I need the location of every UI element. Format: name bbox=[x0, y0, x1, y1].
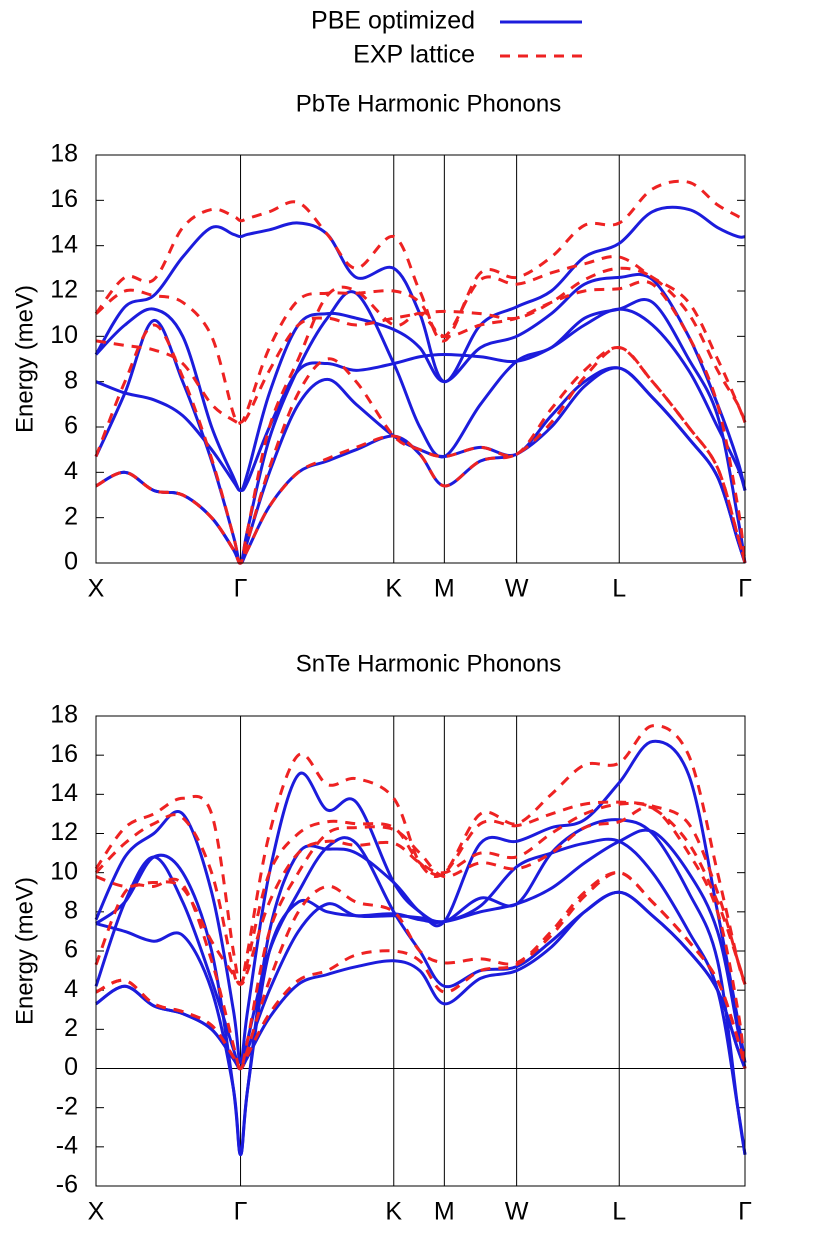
y-tick-label: 10 bbox=[50, 857, 78, 885]
y-tick-label: 2 bbox=[64, 1014, 78, 1042]
x-tick-label: L bbox=[612, 575, 626, 603]
x-tick-label: X bbox=[88, 1198, 105, 1226]
y-tick-label: 14 bbox=[50, 230, 78, 258]
y-tick-label: 18 bbox=[50, 140, 78, 168]
x-tick-label: Γ bbox=[738, 575, 752, 603]
y-tick-label: 16 bbox=[50, 185, 78, 213]
band-line bbox=[94, 805, 747, 1071]
band-line bbox=[95, 366, 747, 565]
plot-frame bbox=[95, 715, 746, 1187]
y-tick-label: 0 bbox=[64, 1053, 78, 1081]
y-tick-label: 0 bbox=[64, 548, 78, 576]
y-tick-label: 12 bbox=[50, 818, 78, 846]
chart-title: SnTe Harmonic Phonons bbox=[296, 650, 561, 677]
band-line bbox=[95, 346, 747, 565]
y-tick-label: 4 bbox=[64, 975, 78, 1003]
y-tick-label: 2 bbox=[64, 502, 78, 530]
band-line bbox=[95, 307, 747, 493]
y-tick-label: 18 bbox=[50, 701, 78, 729]
band-line bbox=[95, 837, 747, 1157]
band-line bbox=[95, 346, 747, 565]
x-tick-label: W bbox=[505, 575, 529, 603]
band-line bbox=[94, 800, 747, 988]
band-line bbox=[94, 739, 747, 1065]
y-tick-label: -6 bbox=[56, 1171, 78, 1199]
band-line bbox=[94, 179, 746, 343]
band-line bbox=[95, 255, 747, 426]
x-tick-label: M bbox=[434, 575, 455, 603]
band-line bbox=[95, 818, 747, 1157]
y-tick-label: 6 bbox=[64, 412, 78, 440]
band-line bbox=[94, 279, 747, 565]
chart-title: PbTe Harmonic Phonons bbox=[296, 90, 561, 117]
y-tick-label: 8 bbox=[64, 366, 78, 394]
x-tick-label: Γ bbox=[234, 575, 248, 603]
y-tick-label: 12 bbox=[50, 276, 78, 304]
band-line bbox=[94, 836, 747, 1071]
x-tick-label: Γ bbox=[234, 1198, 248, 1226]
x-tick-label: Γ bbox=[738, 1198, 752, 1226]
band-line bbox=[95, 871, 747, 1071]
x-tick-label: X bbox=[88, 575, 105, 603]
y-tick-label: 4 bbox=[64, 457, 78, 485]
band-line bbox=[95, 801, 747, 986]
y-tick-label: 16 bbox=[50, 740, 78, 768]
band-line bbox=[94, 205, 746, 384]
x-tick-label: L bbox=[612, 1198, 626, 1226]
plot-frame bbox=[95, 154, 746, 564]
x-tick-label: K bbox=[385, 575, 402, 603]
legend-label: PBE optimized bbox=[311, 7, 475, 35]
y-axis-label: Energy (meV) bbox=[11, 877, 38, 1025]
y-tick-label: 10 bbox=[50, 321, 78, 349]
y-axis-label: Energy (meV) bbox=[11, 285, 38, 433]
y-tick-label: 8 bbox=[64, 896, 78, 924]
y-tick-label: 6 bbox=[64, 936, 78, 964]
band-line bbox=[95, 266, 747, 425]
x-tick-label: M bbox=[434, 1198, 455, 1226]
band-line bbox=[94, 724, 747, 986]
x-tick-label: W bbox=[505, 1198, 529, 1226]
y-tick-label: -4 bbox=[56, 1131, 78, 1159]
y-tick-label: -2 bbox=[56, 1092, 78, 1120]
band-line bbox=[95, 366, 747, 565]
y-tick-label: 14 bbox=[50, 779, 78, 807]
x-tick-label: K bbox=[385, 1198, 402, 1226]
band-line bbox=[94, 272, 747, 493]
legend-label: EXP lattice bbox=[353, 41, 475, 69]
